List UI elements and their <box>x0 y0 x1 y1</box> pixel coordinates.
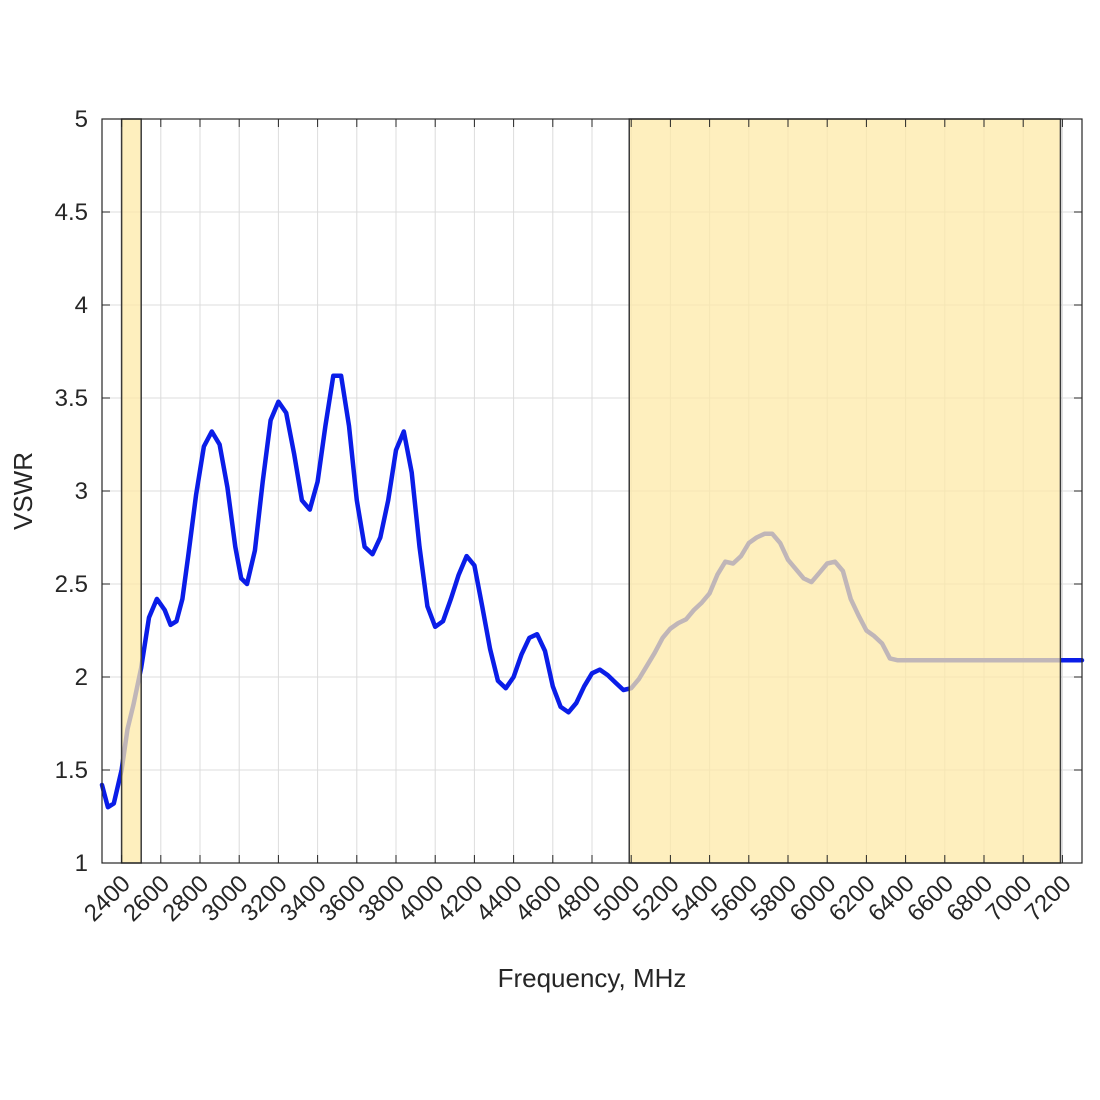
x-tick-label-24: 7200 <box>1020 870 1077 927</box>
y-tick-label-7: 4.5 <box>55 199 88 226</box>
highlight-band-1 <box>628 118 1062 864</box>
highlight-band-0 <box>120 118 142 864</box>
y-tick-label-0: 1 <box>75 850 88 877</box>
x-axis-title: Frequency, MHz <box>498 963 687 993</box>
y-tick-label-4: 3 <box>75 478 88 505</box>
y-tick-label-3: 2.5 <box>55 571 88 598</box>
y-tick-label-8: 5 <box>75 106 88 133</box>
y-tick-label-1: 1.5 <box>55 757 88 784</box>
y-axis-title: VSWR <box>8 452 38 530</box>
y-tick-label-6: 4 <box>75 292 88 319</box>
y-tick-label-2: 2 <box>75 664 88 691</box>
y-tick-label-5: 3.5 <box>55 385 88 412</box>
